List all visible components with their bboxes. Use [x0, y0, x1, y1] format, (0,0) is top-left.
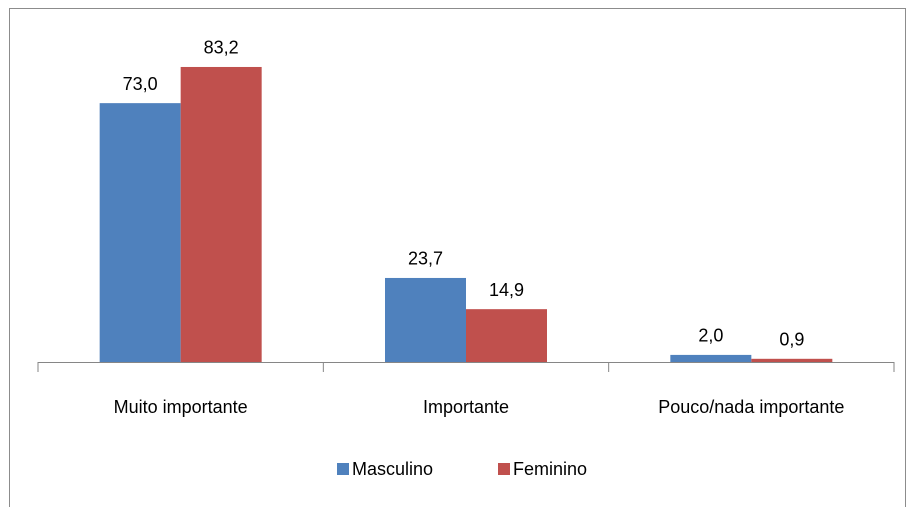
legend-label: Feminino: [513, 459, 587, 479]
legend-swatch: [498, 463, 510, 475]
data-label: 83,2: [204, 38, 239, 58]
bar: [385, 277, 466, 362]
bar: [751, 358, 833, 362]
x-tick-label: Pouco/nada importante: [658, 397, 844, 417]
legend-swatch: [337, 463, 349, 475]
bar: [670, 354, 752, 362]
legend-label: Masculino: [352, 459, 433, 479]
data-label: 14,9: [489, 280, 524, 300]
data-label: 0,9: [779, 330, 804, 350]
chart-frame: [9, 8, 906, 507]
bar: [180, 66, 262, 362]
bar: [466, 309, 547, 362]
data-label: 73,0: [123, 74, 158, 94]
data-label: 2,0: [698, 326, 723, 346]
data-label: 23,7: [408, 249, 443, 269]
x-tick-label: Importante: [423, 397, 509, 417]
bar: [99, 103, 181, 362]
x-tick-label: Muito importante: [114, 397, 248, 417]
